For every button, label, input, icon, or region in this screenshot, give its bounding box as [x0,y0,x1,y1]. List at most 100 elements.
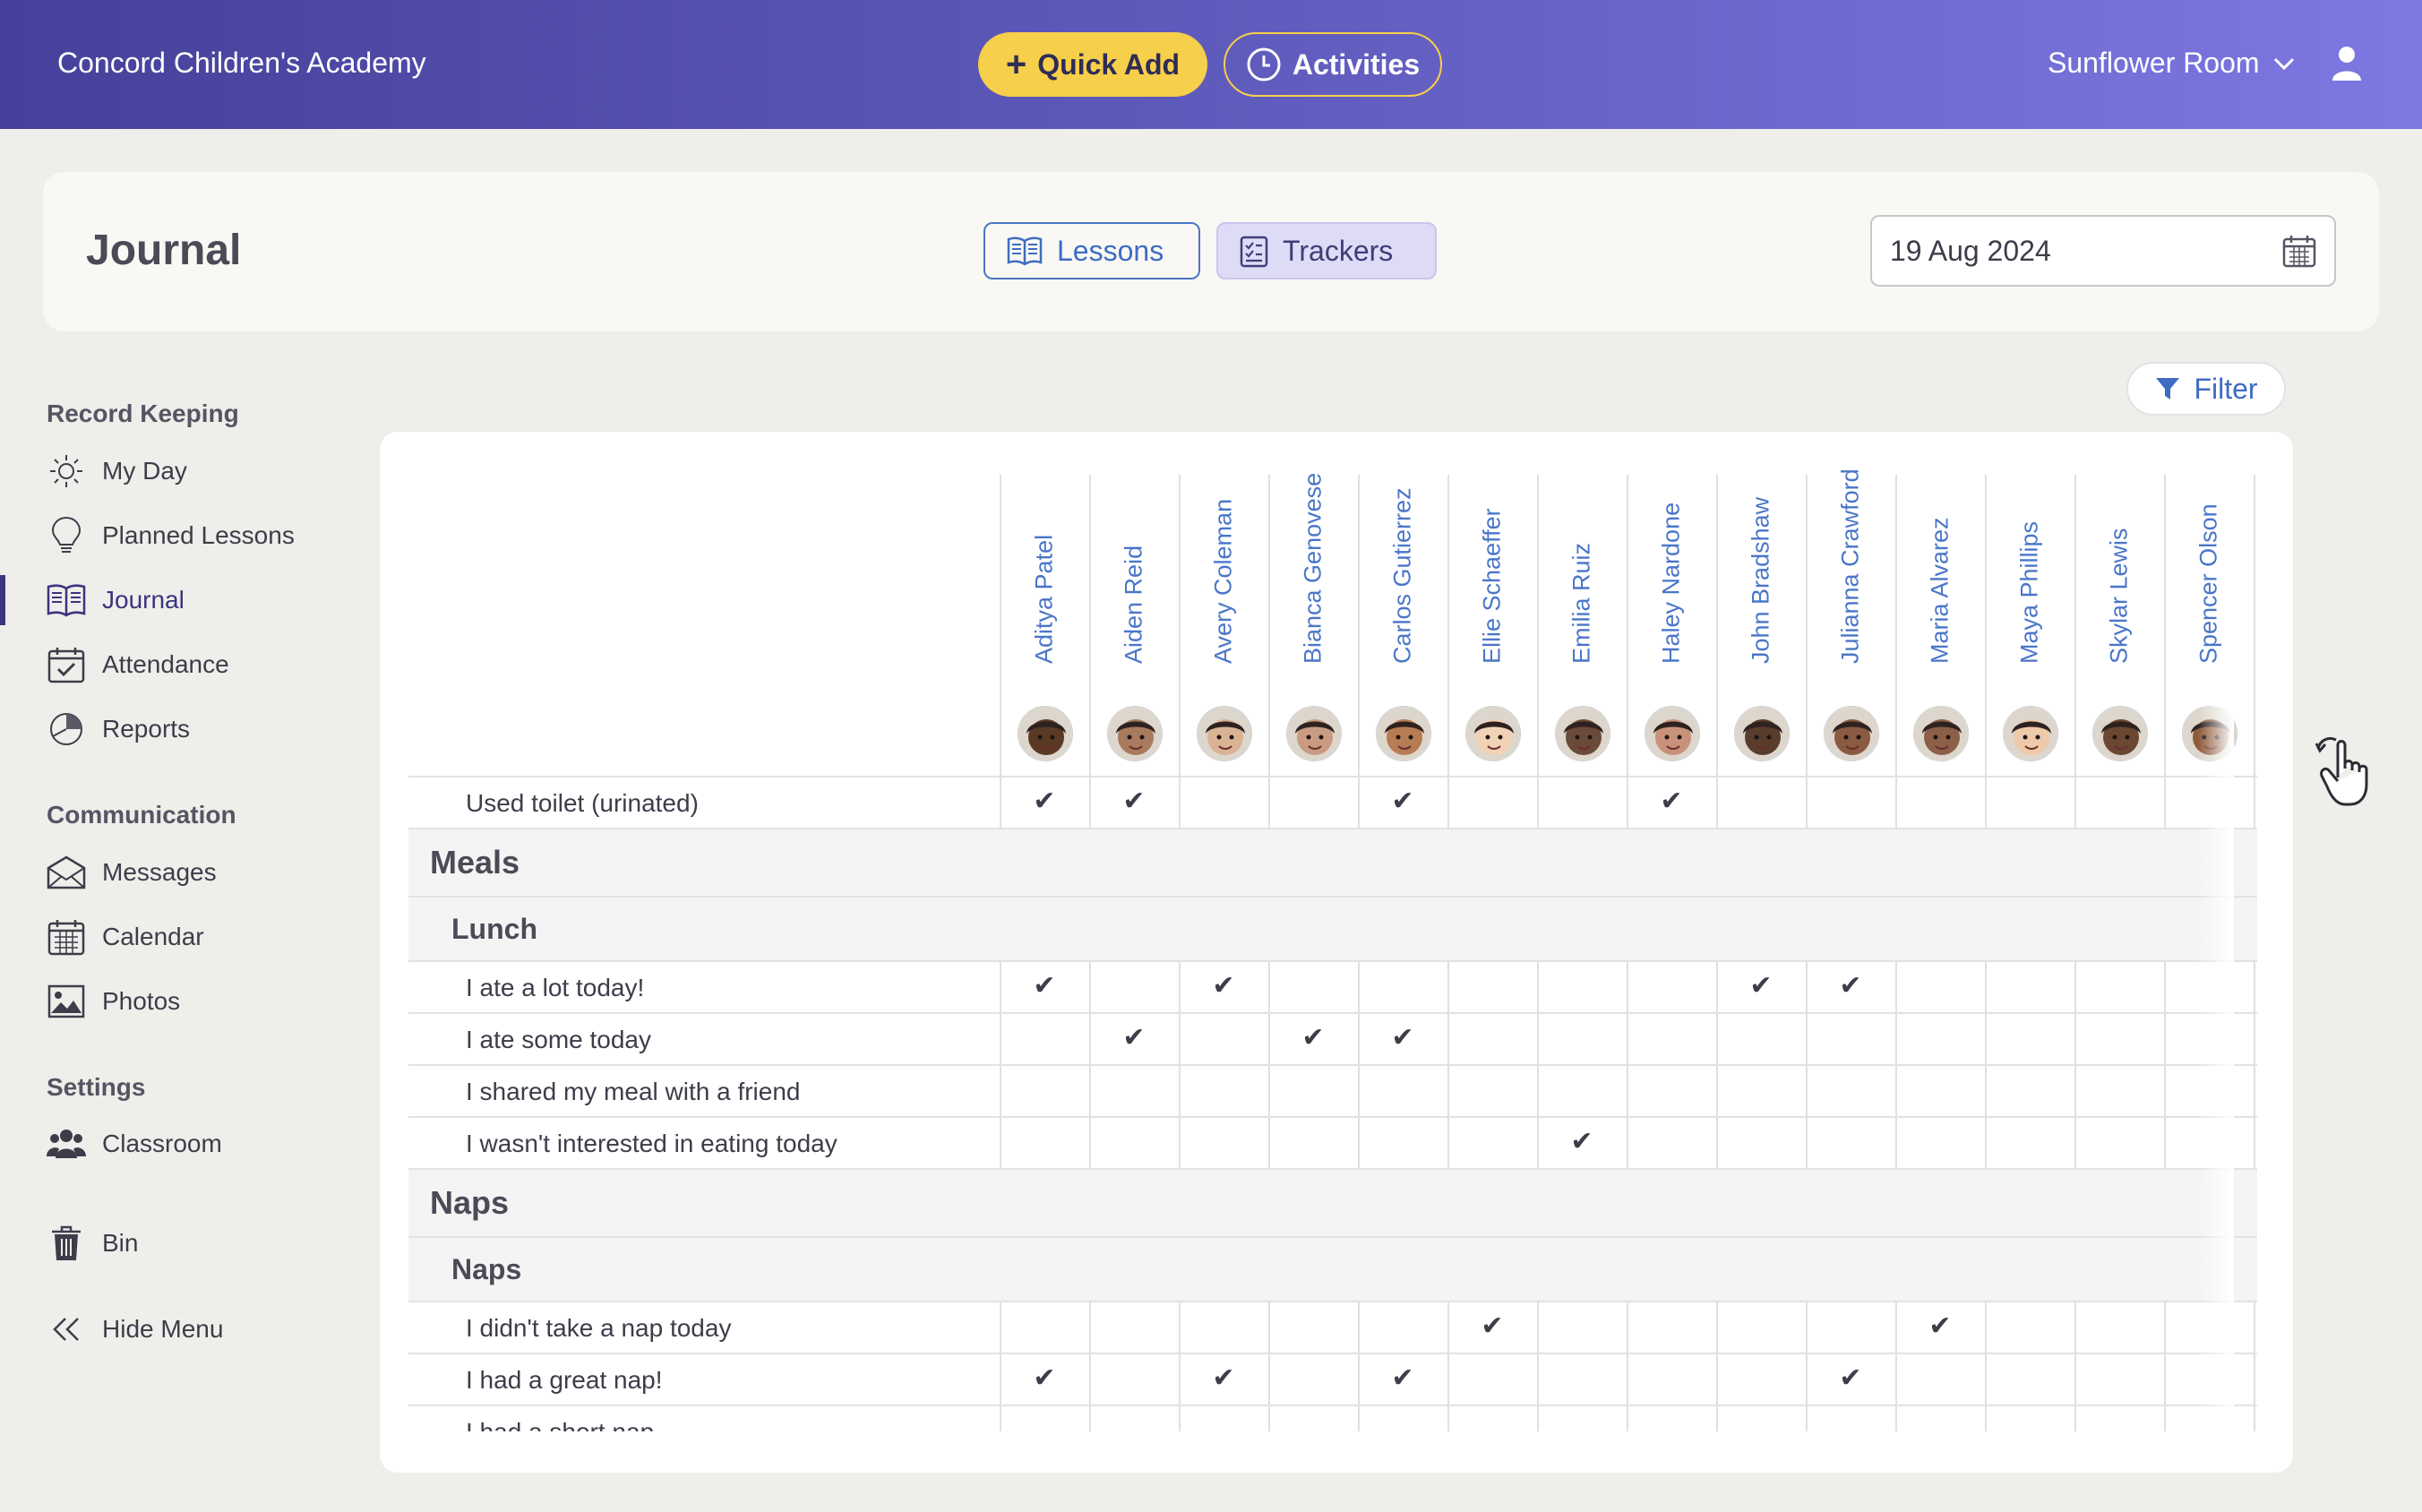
checkmark-icon[interactable]: ✔ [1391,786,1414,816]
tracker-cell[interactable] [1627,1414,1716,1431]
checkmark-icon[interactable]: ✔ [1212,971,1235,1001]
checkmark-icon[interactable]: ✔ [1660,786,1683,816]
tracker-cell[interactable] [1358,970,1447,1006]
tracker-cell[interactable] [1627,1074,1716,1110]
room-selector[interactable]: Sunflower Room [2048,47,2296,80]
checkmark-icon[interactable]: ✔ [1391,1363,1414,1393]
tracker-cell[interactable] [1537,1362,1627,1398]
child-column-header[interactable]: Bianca Genovese [1268,473,1358,776]
child-column-header[interactable]: Julianna Crawford [1806,468,1895,776]
tracker-cell[interactable] [1268,1362,1358,1398]
checkmark-icon[interactable]: ✔ [1391,1023,1414,1052]
child-column-header[interactable]: Ellie Schaeffer [1447,508,1537,776]
tracker-cell[interactable] [1268,1414,1358,1431]
tracker-cell[interactable] [1268,1074,1358,1110]
tracker-cell[interactable] [1000,1414,1089,1431]
sidebar-item-bin[interactable]: Bin [47,1218,138,1268]
tracker-cell[interactable] [1000,1022,1089,1058]
tracker-cell[interactable] [1806,786,1895,821]
child-column-header[interactable]: Maria Alvarez [1895,512,1985,776]
hide-menu-button[interactable]: Hide Menu [47,1304,223,1354]
tracker-cell[interactable] [1716,1310,1806,1346]
tracker-cell[interactable] [2074,970,2164,1006]
tracker-cell[interactable] [1627,970,1716,1006]
tracker-cell[interactable] [2074,1074,2164,1110]
tracker-cell[interactable] [1000,1074,1089,1110]
checkmark-icon[interactable]: ✔ [1570,1127,1593,1156]
tracker-cell[interactable] [1985,1310,2074,1346]
tracker-cell[interactable] [1268,1126,1358,1162]
tracker-cell[interactable] [1179,1310,1268,1346]
filter-button[interactable]: Filter [2126,362,2286,416]
user-icon[interactable] [2331,45,2363,81]
tracker-cell[interactable] [2074,1362,2164,1398]
tracker-cell[interactable] [1627,1126,1716,1162]
tracker-cell[interactable] [1447,786,1537,821]
checkmark-icon[interactable]: ✔ [1122,786,1146,816]
tracker-cell[interactable] [1089,970,1179,1006]
tracker-cell[interactable] [1985,1414,2074,1431]
child-column-header[interactable]: Skylar Lewis [2074,512,2164,776]
tracker-cell[interactable] [1895,786,1985,821]
child-column-header[interactable]: Avery Coleman [1179,499,1268,776]
tab-lessons[interactable]: Lessons [983,222,1200,279]
date-picker[interactable]: 19 Aug 2024 [1870,215,2336,287]
tracker-cell[interactable] [1895,1362,1985,1398]
tracker-cell[interactable] [1806,1414,1895,1431]
activities-button[interactable]: Activities [1224,32,1442,97]
tracker-cell[interactable] [1447,1126,1537,1162]
tracker-cell[interactable] [2074,1414,2164,1431]
tracker-cell[interactable] [1806,1074,1895,1110]
tracker-cell[interactable] [1537,1414,1627,1431]
tracker-cell[interactable] [1985,1074,2074,1110]
child-column-header[interactable]: Aiden Reid [1089,512,1179,776]
checkmark-icon[interactable]: ✔ [1928,1311,1952,1341]
tracker-cell[interactable] [1716,1414,1806,1431]
tracker-cell[interactable] [1447,1022,1537,1058]
tracker-cell[interactable] [1627,1022,1716,1058]
tracker-cell[interactable] [1895,1022,1985,1058]
tracker-cell[interactable] [1089,1126,1179,1162]
tracker-cell[interactable] [1895,1414,1985,1431]
child-column-header[interactable]: Maya Phillips [1985,512,2074,776]
tracker-cell[interactable] [1985,970,2074,1006]
quick-add-button[interactable]: + Quick Add [978,32,1207,97]
tracker-cell[interactable] [1716,1362,1806,1398]
checkmark-icon[interactable]: ✔ [1839,971,1862,1001]
tracker-cell[interactable] [1358,1074,1447,1110]
tracker-cell[interactable] [1358,1126,1447,1162]
tracker-cell[interactable] [1537,786,1627,821]
tracker-cell[interactable] [1179,1414,1268,1431]
sidebar-item-messages[interactable]: Messages [47,847,217,898]
tracker-cell[interactable] [1000,1310,1089,1346]
checkmark-icon[interactable]: ✔ [1122,1023,1146,1052]
tracker-cell[interactable] [1447,970,1537,1006]
tracker-cell[interactable] [1537,1022,1627,1058]
tracker-cell[interactable] [1089,1362,1179,1398]
tracker-cell[interactable] [2074,1310,2164,1346]
tracker-cell[interactable] [1806,1126,1895,1162]
tracker-cell[interactable] [1179,1022,1268,1058]
checkmark-icon[interactable]: ✔ [1033,971,1056,1001]
tracker-cell[interactable] [1806,1022,1895,1058]
sidebar-item-classroom[interactable]: Classroom [47,1119,222,1169]
tracker-cell[interactable] [1627,1310,1716,1346]
child-column-header[interactable]: Carlos Gutierrez [1358,487,1447,776]
tracker-cell[interactable] [2074,786,2164,821]
tracker-cell[interactable] [1358,1310,1447,1346]
tracker-cell[interactable] [1447,1362,1537,1398]
child-column-header[interactable]: John Bradshaw [1716,497,1806,776]
tracker-cell[interactable] [1537,1074,1627,1110]
tab-trackers[interactable]: Trackers [1216,222,1437,279]
tracker-cell[interactable] [1627,1362,1716,1398]
tracker-cell[interactable] [1985,786,2074,821]
tracker-cell[interactable] [1985,1022,2074,1058]
tracker-cell[interactable] [2074,1126,2164,1162]
checkmark-icon[interactable]: ✔ [1301,1023,1325,1052]
tracker-cell[interactable] [1358,1414,1447,1431]
child-column-header[interactable]: Emilia Ruiz [1537,512,1627,776]
checkmark-icon[interactable]: ✔ [1481,1311,1504,1341]
tracker-cell[interactable] [1179,1126,1268,1162]
sidebar-item-my-day[interactable]: My Day [47,446,187,496]
checkmark-icon[interactable]: ✔ [1212,1363,1235,1393]
